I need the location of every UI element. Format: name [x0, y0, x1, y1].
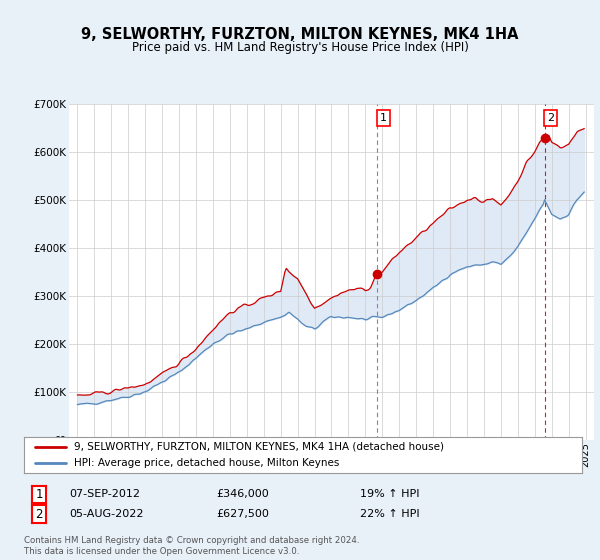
Text: 07-SEP-2012: 07-SEP-2012: [69, 489, 140, 500]
Text: 19% ↑ HPI: 19% ↑ HPI: [360, 489, 419, 500]
Text: 1: 1: [380, 113, 387, 123]
Text: 2: 2: [547, 113, 554, 123]
Text: 1: 1: [35, 488, 43, 501]
Text: £346,000: £346,000: [216, 489, 269, 500]
Text: 22% ↑ HPI: 22% ↑ HPI: [360, 509, 419, 519]
Text: 05-AUG-2022: 05-AUG-2022: [69, 509, 143, 519]
Text: HPI: Average price, detached house, Milton Keynes: HPI: Average price, detached house, Milt…: [74, 459, 340, 468]
Text: 2: 2: [35, 507, 43, 521]
Text: £627,500: £627,500: [216, 509, 269, 519]
Text: Contains HM Land Registry data © Crown copyright and database right 2024.
This d: Contains HM Land Registry data © Crown c…: [24, 535, 359, 557]
Text: Price paid vs. HM Land Registry's House Price Index (HPI): Price paid vs. HM Land Registry's House …: [131, 40, 469, 54]
Text: 9, SELWORTHY, FURZTON, MILTON KEYNES, MK4 1HA (detached house): 9, SELWORTHY, FURZTON, MILTON KEYNES, MK…: [74, 442, 444, 451]
Text: 9, SELWORTHY, FURZTON, MILTON KEYNES, MK4 1HA: 9, SELWORTHY, FURZTON, MILTON KEYNES, MK…: [81, 27, 519, 42]
